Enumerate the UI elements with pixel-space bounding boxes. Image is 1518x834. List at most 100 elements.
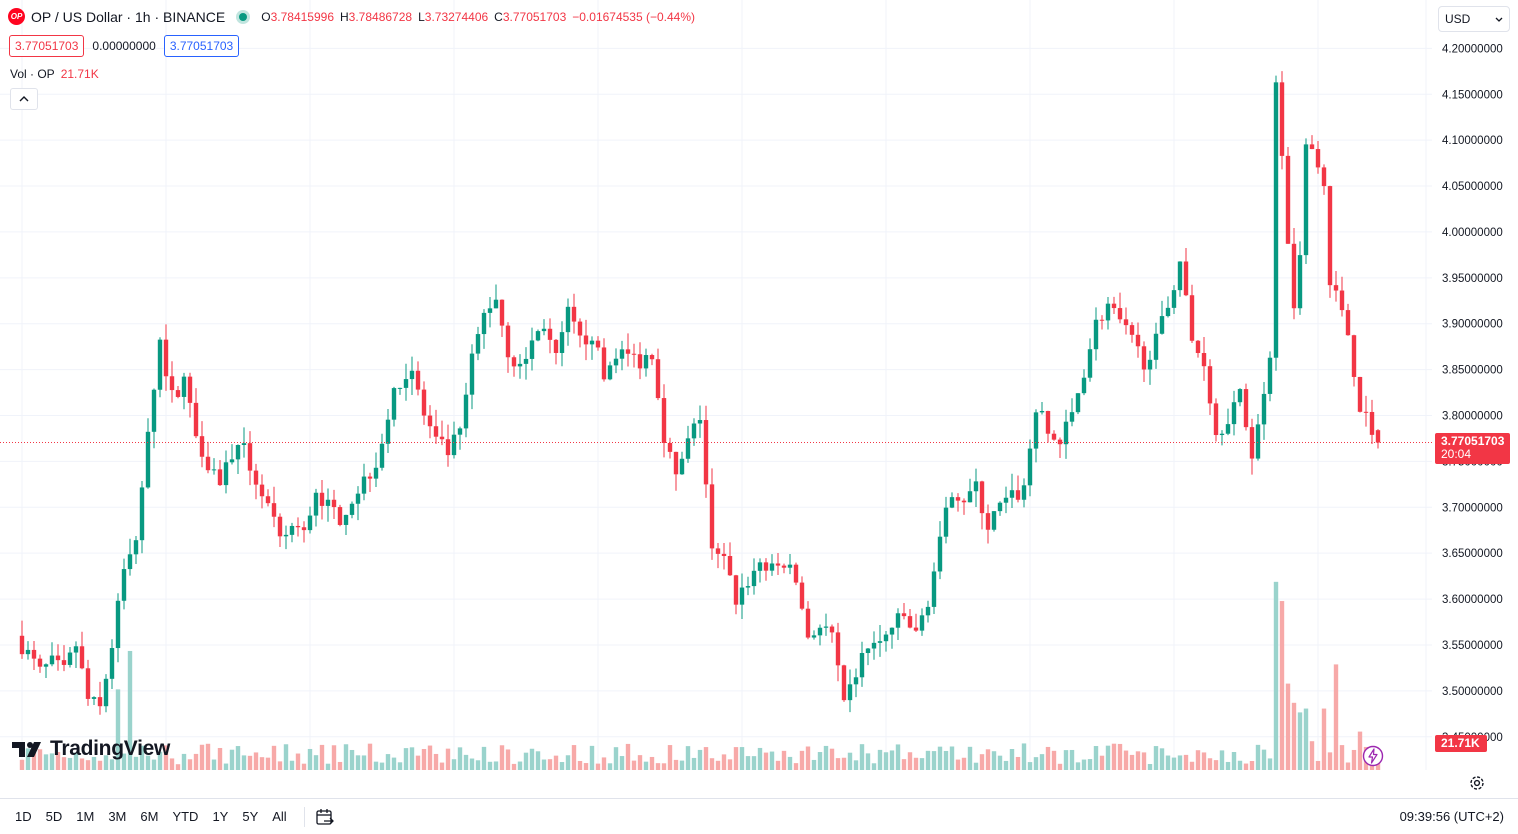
collapse-legend-button[interactable] [10, 88, 38, 110]
volume-bar [1321, 708, 1327, 770]
volume-bar [595, 763, 601, 770]
range-6m-button[interactable]: 6M [140, 809, 159, 824]
buy-button[interactable]: 3.77051703 [163, 35, 240, 57]
range-3m-button[interactable]: 3M [108, 809, 127, 824]
candle-body [1153, 333, 1159, 360]
candle-body [1279, 82, 1285, 156]
candle-body [109, 648, 115, 679]
candle-body [943, 507, 949, 537]
volume-bar [583, 763, 589, 770]
volume-bar [613, 747, 619, 770]
buy-sell-panel: 3.77051703 0.00000000 3.77051703 [9, 35, 240, 57]
volume-bar [49, 753, 55, 770]
volume-bar [661, 763, 667, 770]
volume-bar [835, 758, 841, 770]
candle-body [1321, 167, 1327, 187]
candle-body [133, 540, 139, 555]
candle-body [1003, 497, 1009, 503]
candle-body [757, 562, 763, 571]
candle-body [1099, 319, 1105, 321]
candle-body [619, 349, 625, 359]
candle-body [1363, 411, 1369, 413]
calendar-goto-icon[interactable] [315, 807, 335, 827]
volume-bar [763, 752, 769, 770]
gear-icon[interactable] [1468, 774, 1486, 792]
volume-bar [619, 756, 625, 770]
range-1m-button[interactable]: 1M [76, 809, 95, 824]
candle-body [607, 365, 613, 380]
volume-bar [349, 749, 355, 770]
candle-body [493, 299, 499, 309]
timezone-clock[interactable]: 09:39:56 (UTC+2) [1399, 809, 1504, 824]
range-all-button[interactable]: All [272, 809, 287, 824]
volume-bar [829, 748, 835, 770]
candle-body [1057, 439, 1063, 445]
volume-bar [445, 748, 451, 770]
volume-bar [133, 756, 139, 770]
volume-bar [751, 756, 757, 770]
change-value: −0.01674535 (−0.44%) [572, 9, 696, 24]
candle-body [1183, 261, 1189, 296]
candle-body [223, 462, 229, 486]
candle-body [625, 349, 631, 354]
tradingview-logo[interactable]: TradingView [12, 737, 170, 761]
candle-body [601, 347, 607, 380]
volume-bar [79, 758, 85, 770]
range-1y-button[interactable]: 1Y [212, 809, 229, 824]
currency-select[interactable]: USD [1438, 6, 1510, 32]
volume-bar [859, 744, 865, 770]
volume-bar [385, 754, 391, 770]
candle-body [409, 370, 415, 380]
candles [19, 71, 1381, 715]
candle-body [1081, 377, 1087, 394]
candle-body [529, 340, 535, 359]
volume-bar [223, 763, 229, 770]
symbol-title[interactable]: OP / US Dollar · 1h · BINANCE [31, 8, 226, 25]
volume-bar [361, 755, 367, 770]
volume-bar [367, 743, 373, 770]
volume-bar [547, 759, 553, 770]
symbol-legend: OP OP / US Dollar · 1h · BINANCE O 3.784… [8, 8, 701, 25]
volume-bar [457, 747, 463, 770]
volume-bar [109, 759, 115, 770]
volume-bar [355, 755, 361, 770]
lightning-alert-icon[interactable] [1362, 745, 1384, 767]
volume-bar [1093, 746, 1099, 770]
candle-body [667, 443, 673, 452]
candle-body [193, 402, 199, 437]
sell-button[interactable]: 3.77051703 [9, 35, 85, 57]
volume-bar [313, 755, 319, 770]
candle-body [157, 339, 163, 390]
candlestick-chart[interactable]: 1213141516171819202118:0 [0, 0, 1438, 790]
volume-bar [529, 748, 535, 770]
volume-legend: Vol · OP 21.71K [10, 67, 99, 81]
volume-bar [721, 754, 727, 770]
volume-bar [535, 751, 541, 770]
volume-legend-label[interactable]: Vol · OP [10, 67, 55, 81]
candle-body [1069, 412, 1075, 422]
candle-body [763, 562, 769, 571]
volume-bar [607, 763, 613, 770]
chart-area[interactable]: 1213141516171819202118:0 [0, 0, 1438, 790]
low-key: L [418, 9, 425, 24]
candle-body [367, 476, 373, 479]
volume-bar [247, 755, 253, 770]
volume-bar [589, 745, 595, 770]
candle-body [1129, 325, 1135, 335]
volume-bar [511, 763, 517, 770]
candle-body [85, 668, 91, 699]
candle-body [949, 497, 955, 508]
volume-bar [745, 756, 751, 770]
candle-body [235, 444, 241, 460]
range-ytd-button[interactable]: YTD [172, 809, 199, 824]
range-5d-button[interactable]: 5D [45, 809, 63, 824]
candle-body [793, 564, 799, 583]
candle-body [181, 376, 187, 397]
range-5y-button[interactable]: 5Y [242, 809, 259, 824]
candle-body [937, 536, 943, 572]
price-axis[interactable]: 4.20000000 4.15000000 4.10000000 4.05000000… [1432, 0, 1518, 770]
volume-bar [67, 757, 73, 770]
volume-bar [1129, 754, 1135, 770]
range-1d-button[interactable]: 1D [15, 809, 32, 824]
volume-bar [1255, 744, 1261, 770]
